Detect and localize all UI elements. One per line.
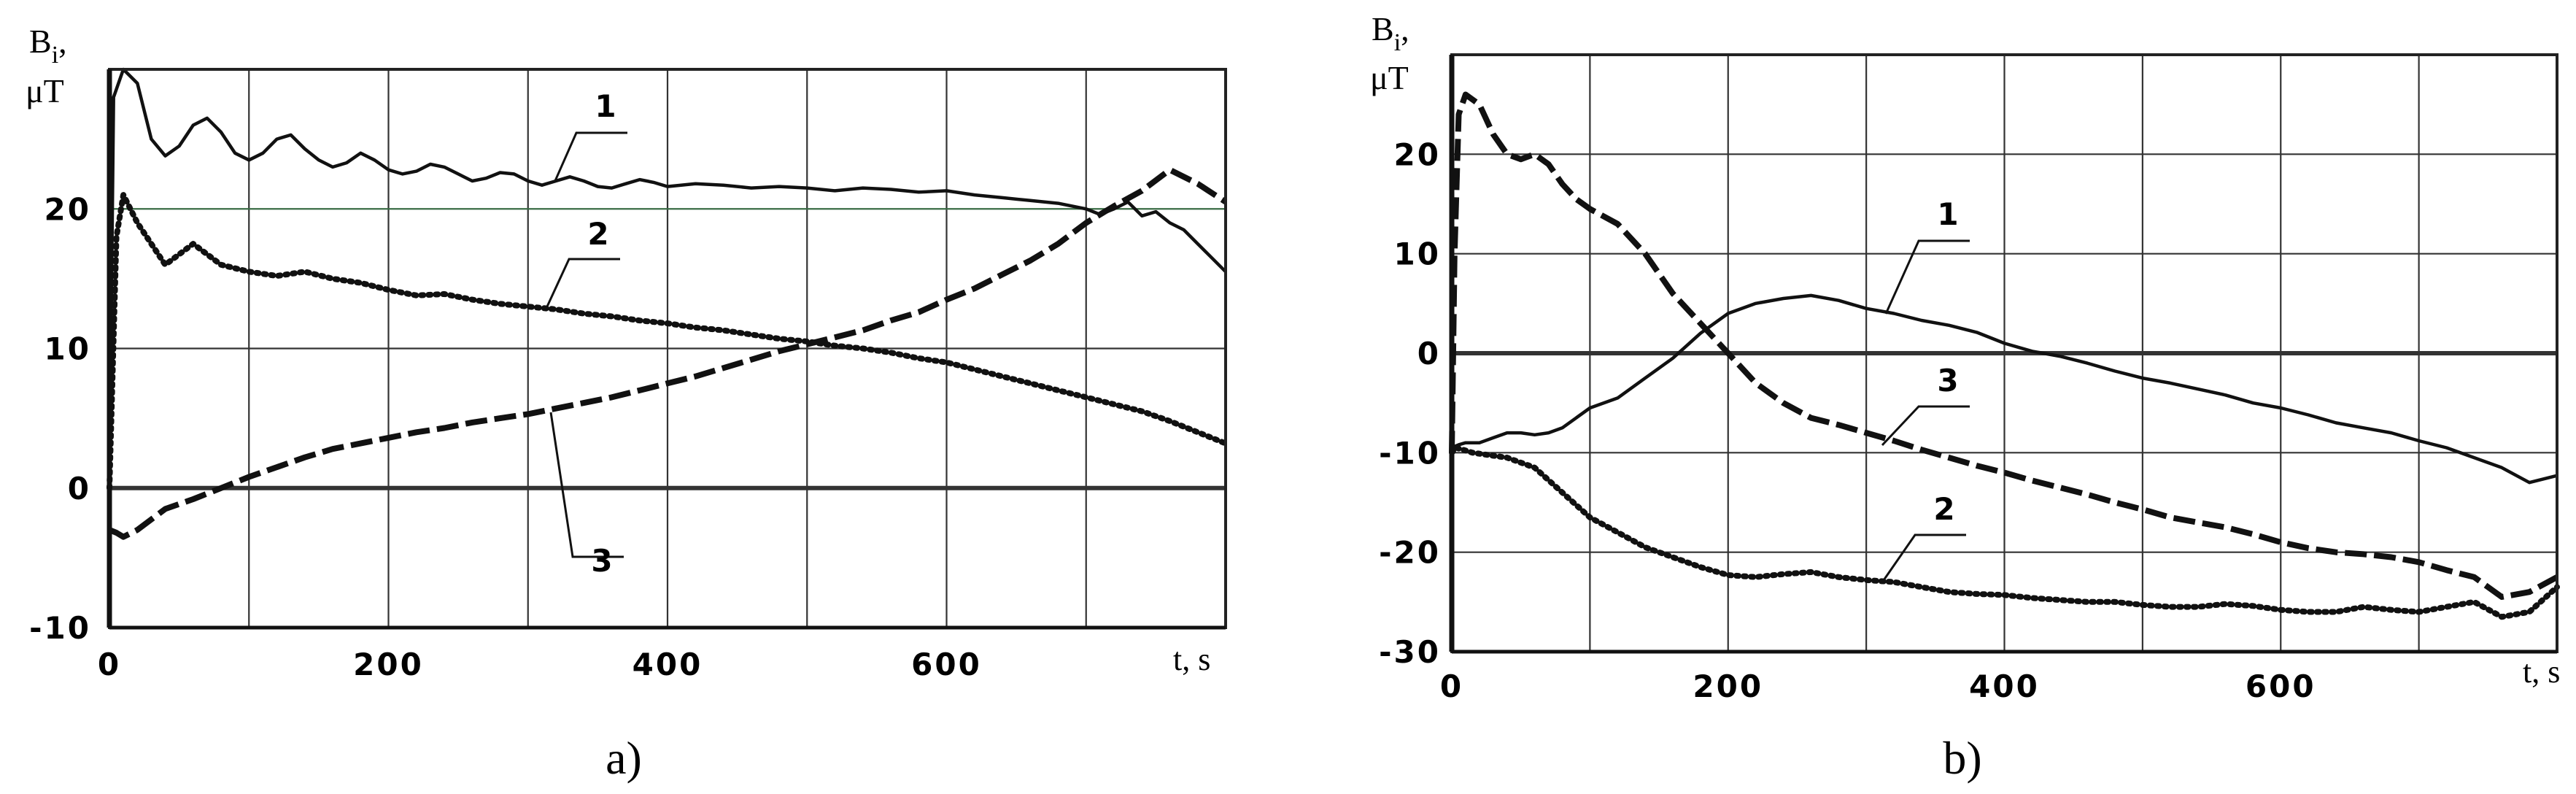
y-tick-label: 10	[1394, 236, 1441, 272]
series-label-leader	[1884, 239, 1970, 315]
series-label: 3	[1937, 363, 1958, 398]
series-label-leader	[1882, 533, 1966, 581]
y-tick-label: 10	[45, 331, 91, 367]
y-tick-label: -20	[1379, 535, 1441, 571]
chart-frame	[1449, 53, 2558, 654]
series-label: 2	[587, 216, 608, 252]
series-label: 1	[595, 88, 616, 124]
y-tick-label: -10	[1379, 435, 1441, 471]
series-label-leaders: 1 2 3	[1881, 196, 1970, 581]
series-label: 3	[591, 543, 612, 579]
y-tick-label: 20	[45, 191, 91, 227]
x-tick-label: 0	[98, 647, 121, 682]
chart-grid	[1450, 53, 2558, 653]
series-label-leaders: 1 2 3	[546, 88, 627, 579]
x-tick-label: 600	[2246, 668, 2316, 704]
x-axis-label: t, s	[2523, 654, 2560, 690]
y-tick-label: -10	[29, 610, 91, 646]
panel-label-a: a)	[606, 732, 642, 784]
series-line-1	[1451, 293, 2558, 485]
series-label-leader	[553, 131, 627, 183]
chart-frame	[107, 68, 1227, 630]
x-tick-label: 400	[633, 647, 703, 682]
chart-grid	[108, 68, 1227, 629]
series-line-3	[1449, 91, 2558, 600]
x-tick-label: 600	[911, 647, 982, 682]
y-tick-label: -30	[1379, 634, 1441, 670]
y-tick-label: 20	[1394, 136, 1441, 172]
y-axis-label: Bi,	[1372, 10, 1409, 56]
tick-labels: 0 200 400 600 -30 -20 -10 0 10 20	[1379, 136, 2316, 704]
series-label-leader	[546, 258, 620, 307]
y-axis-unit: μT	[26, 72, 64, 109]
y-axis-unit: μT	[1370, 59, 1409, 96]
series-label-leader	[549, 412, 624, 558]
x-tick-label: 200	[1693, 668, 1763, 704]
x-tick-label: 200	[353, 647, 424, 682]
y-tick-label: 0	[68, 471, 91, 506]
x-tick-label: 0	[1440, 668, 1463, 704]
panel-label-b: b)	[1943, 732, 1981, 784]
y-axis-label: Bi,	[29, 23, 67, 69]
series-label: 1	[1937, 196, 1958, 232]
series-line-2	[1449, 444, 2560, 620]
series-label: 2	[1933, 491, 1954, 527]
y-tick-label: 0	[1417, 336, 1441, 371]
chart-panel-b: 0 200 400 600 -30 -20 -10 0 10 20 1 2 3 Bi, μT t, s…	[1370, 10, 2560, 784]
chart-series-group	[1449, 91, 2560, 620]
series-line-2	[107, 192, 1229, 491]
x-tick-label: 400	[1969, 668, 2040, 704]
series-label-leader	[1881, 405, 1970, 447]
series-line-3	[108, 166, 1228, 540]
x-axis-label: t, s	[1173, 641, 1210, 677]
